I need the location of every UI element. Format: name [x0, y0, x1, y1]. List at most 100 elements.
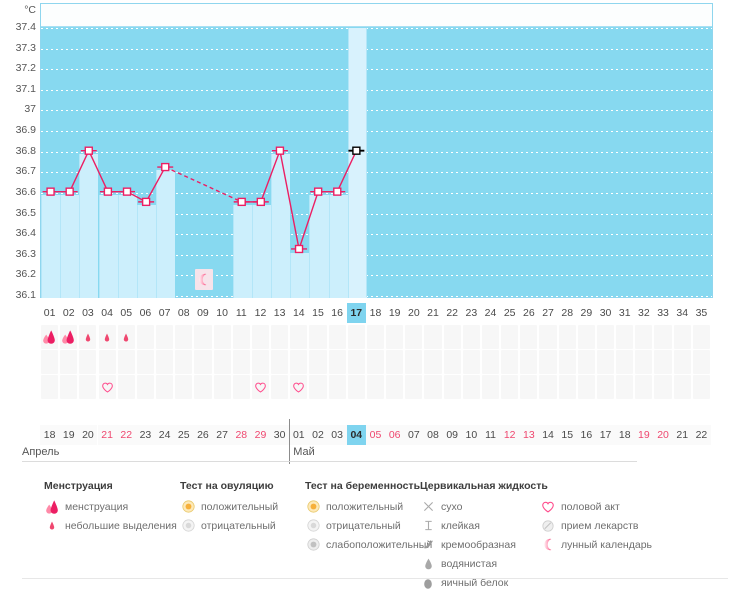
calendar-date[interactable]: 25: [174, 425, 194, 445]
legend-item[interactable]: лунный календарь: [540, 537, 652, 552]
data-point-marker[interactable]: [84, 146, 93, 155]
ovulation-test-cell[interactable]: [405, 350, 423, 374]
intercourse-cell[interactable]: [405, 375, 423, 399]
ovulation-test-cell[interactable]: [520, 350, 538, 374]
day-bar[interactable]: [117, 194, 137, 298]
intercourse-cell[interactable]: [692, 375, 710, 399]
ovulation-test-cell[interactable]: [386, 350, 404, 374]
intercourse-cell[interactable]: [501, 375, 519, 399]
menstruation-heavy-cell[interactable]: [117, 325, 135, 349]
menstruation-heavy-cell[interactable]: [309, 325, 327, 349]
calendar-date[interactable]: 07: [404, 425, 424, 445]
cycle-day-label[interactable]: 22: [446, 307, 459, 319]
menstruation-heavy-cell[interactable]: [692, 325, 710, 349]
selected-day-column[interactable]: [347, 28, 367, 297]
calendar-date[interactable]: 19: [634, 425, 654, 445]
ovulation-test-cell[interactable]: [213, 350, 231, 374]
menstruation-heavy-cell[interactable]: [194, 325, 212, 349]
day-bar[interactable]: [98, 194, 118, 298]
menstruation-heavy-cell[interactable]: [443, 325, 461, 349]
calendar-date[interactable]: 29: [250, 425, 271, 445]
intercourse-cell[interactable]: [251, 375, 270, 399]
calendar-date[interactable]: 15: [557, 425, 577, 445]
menstruation-heavy-cell[interactable]: [481, 325, 500, 349]
intercourse-cell[interactable]: [175, 375, 193, 399]
ovulation-test-cell[interactable]: [481, 350, 500, 374]
intercourse-cell[interactable]: [156, 375, 174, 399]
calendar-date[interactable]: 23: [135, 425, 155, 445]
legend-item[interactable]: кремообразная: [420, 537, 548, 552]
day-bar[interactable]: [271, 153, 291, 298]
calendar-date[interactable]: 28: [231, 425, 251, 445]
ovulation-test-cell[interactable]: [328, 350, 346, 374]
menstruation-heavy-cell[interactable]: [366, 325, 385, 349]
ovulation-test-cell[interactable]: [347, 350, 365, 374]
cycle-day-label[interactable]: 25: [503, 307, 516, 319]
calendar-date[interactable]: 12: [500, 425, 520, 445]
calendar-date[interactable]: 21: [672, 425, 692, 445]
cycle-day-label[interactable]: 33: [657, 307, 669, 319]
ovulation-test-cell[interactable]: [79, 350, 97, 374]
menstruation-heavy-cell[interactable]: [98, 325, 116, 349]
menstruation-heavy-cell[interactable]: [60, 325, 78, 349]
cycle-day-label[interactable]: 15: [312, 307, 324, 319]
calendar-date[interactable]: 30: [270, 425, 290, 445]
ovulation-test-cell[interactable]: [117, 350, 135, 374]
plot-area[interactable]: [40, 3, 713, 298]
ovulation-test-cell[interactable]: [136, 350, 154, 374]
cycle-day-label[interactable]: 29: [580, 307, 593, 319]
intercourse-cell[interactable]: [462, 375, 480, 399]
intercourse-cell[interactable]: [577, 375, 595, 399]
menstruation-heavy-cell[interactable]: [41, 325, 59, 349]
ovulation-test-cell[interactable]: [673, 350, 691, 374]
ovulation-test-cell[interactable]: [462, 350, 480, 374]
menstruation-heavy-cell[interactable]: [405, 325, 423, 349]
ovulation-test-cell[interactable]: [577, 350, 595, 374]
menstruation-heavy-cell[interactable]: [539, 325, 557, 349]
cycle-day-label[interactable]: 35: [695, 307, 708, 319]
menstruation-heavy-cell[interactable]: [462, 325, 480, 349]
cycle-day-label[interactable]: 14: [292, 307, 305, 319]
day-bar[interactable]: [156, 170, 176, 298]
ovulation-test-cell[interactable]: [692, 350, 710, 374]
data-point-marker[interactable]: [65, 187, 74, 196]
legend-item[interactable]: слабоположительный: [305, 537, 432, 552]
day-bar[interactable]: [290, 252, 310, 298]
ovulation-test-cell[interactable]: [635, 350, 653, 374]
cycle-day-label[interactable]: 28: [561, 307, 574, 319]
calendar-date[interactable]: 10: [461, 425, 481, 445]
cycle-day-label[interactable]: 02: [62, 307, 75, 319]
intercourse-cell[interactable]: [328, 375, 346, 399]
symbol-rows[interactable]: [40, 325, 713, 415]
ovulation-test-cell[interactable]: [41, 350, 59, 374]
data-point-marker[interactable]: [46, 187, 55, 196]
ovulation-test-cell[interactable]: [251, 350, 270, 374]
legend-item[interactable]: небольшие выделения: [44, 518, 177, 533]
intercourse-cell[interactable]: [616, 375, 634, 399]
menstruation-heavy-cell[interactable]: [673, 325, 691, 349]
menstruation-heavy-cell[interactable]: [424, 325, 442, 349]
cycle-day-label[interactable]: 27: [542, 307, 554, 319]
menstruation-heavy-cell[interactable]: [213, 325, 231, 349]
calendar-date[interactable]: 18: [40, 425, 60, 445]
ovulation-test-cell[interactable]: [616, 350, 634, 374]
ovulation-test-cell[interactable]: [194, 350, 212, 374]
data-point-marker[interactable]: [294, 244, 304, 254]
calendar-date[interactable]: 14: [538, 425, 558, 445]
data-point-marker[interactable]: [256, 197, 266, 207]
day-bar[interactable]: [309, 194, 329, 298]
menstruation-heavy-cell[interactable]: [232, 325, 250, 349]
cycle-day-label[interactable]: 26: [523, 307, 535, 319]
legend-item[interactable]: сухо: [420, 499, 548, 514]
menstruation-heavy-cell[interactable]: [386, 325, 404, 349]
menstruation-heavy-cell[interactable]: [251, 325, 270, 349]
menstruation-heavy-cell[interactable]: [616, 325, 634, 349]
day-bar[interactable]: [79, 153, 99, 298]
calendar-date[interactable]: 18: [615, 425, 635, 445]
ovulation-test-cell[interactable]: [309, 350, 327, 374]
data-point-marker[interactable]: [352, 146, 361, 155]
cycle-day-label[interactable]: 21: [427, 307, 439, 319]
calendar-date-axis[interactable]: 18 19 20 21 22 23 24 25 26 27 28 29 30 01 02 03 04 05 06 07…: [40, 419, 713, 464]
cycle-day-label[interactable]: 06: [139, 307, 152, 319]
day-bar[interactable]: [136, 205, 156, 298]
